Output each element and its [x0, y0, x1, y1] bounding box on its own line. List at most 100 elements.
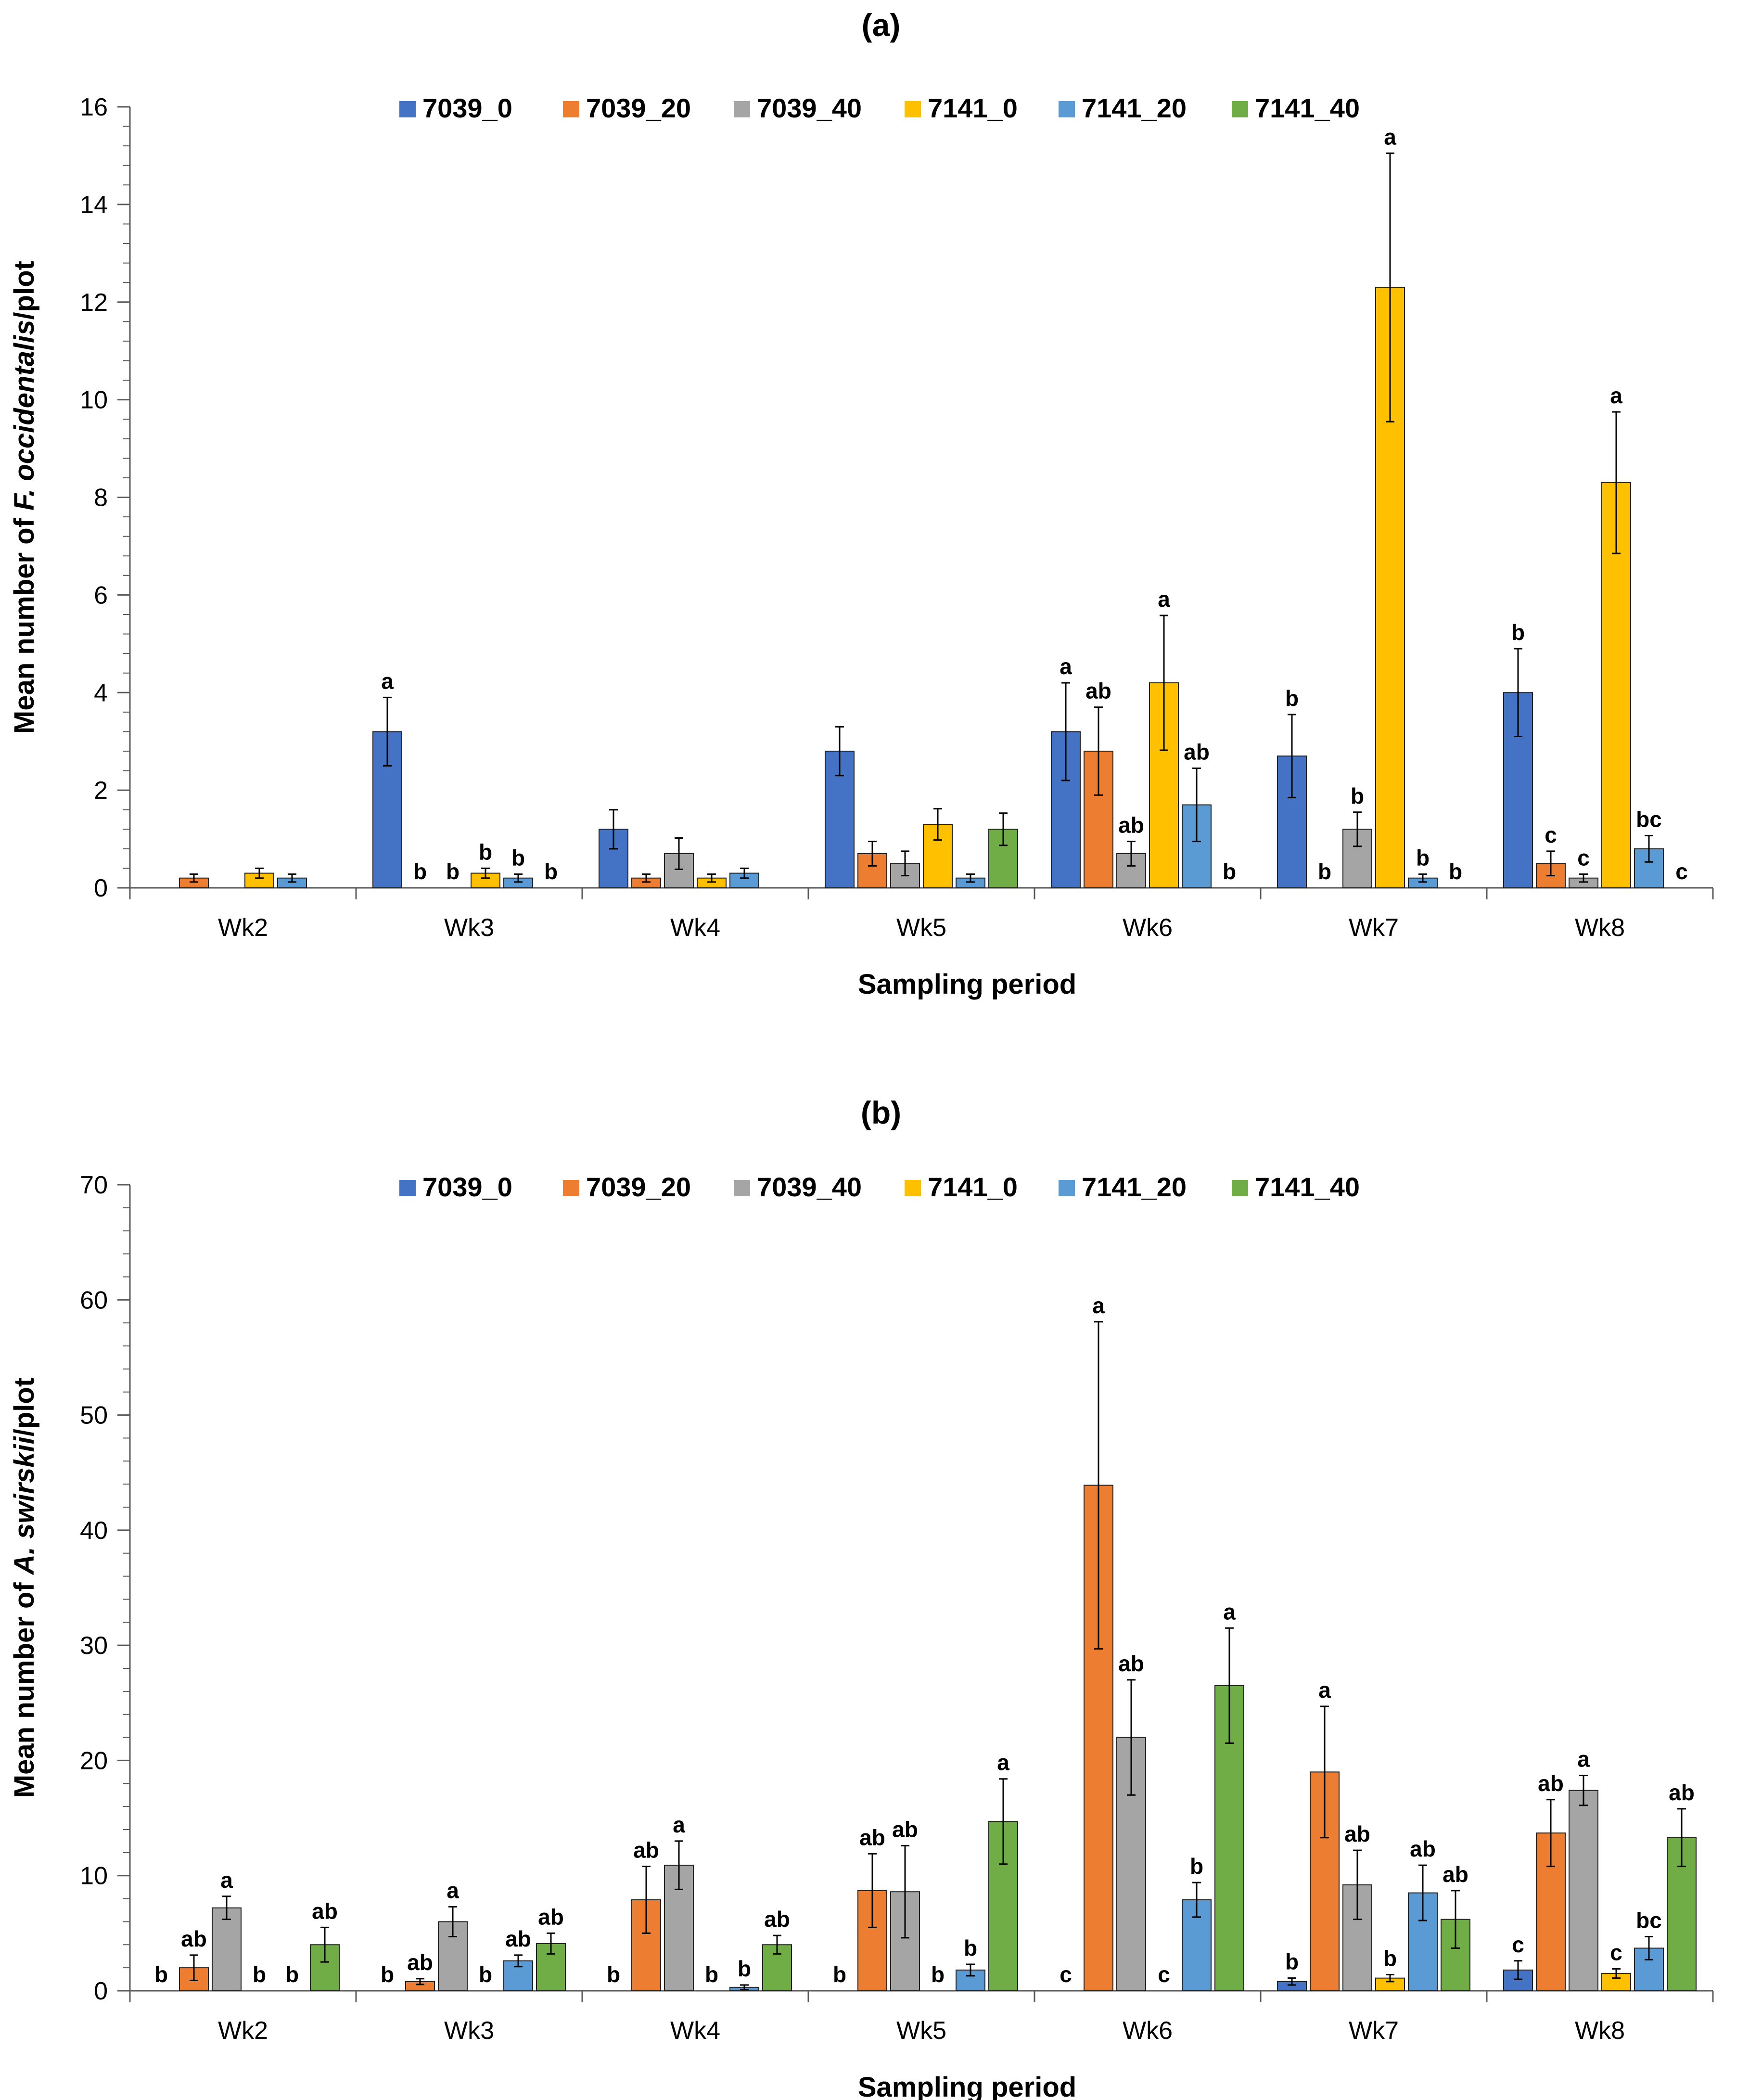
y-tick-label: 20: [80, 1747, 108, 1775]
significance-letter: a: [381, 668, 394, 693]
significance-letter: a: [1384, 124, 1396, 149]
legend-swatch: [399, 101, 416, 117]
bar: [1569, 1790, 1598, 1991]
legend-label: 7141_40: [1255, 93, 1360, 123]
y-tick-label: 14: [80, 191, 108, 219]
significance-letter: a: [1092, 1293, 1105, 1318]
y-tick-label: 6: [94, 581, 108, 609]
significance-letter: ab: [181, 1926, 207, 1951]
x-category-label: Wk6: [1123, 2017, 1173, 2045]
legend-swatch: [399, 1180, 416, 1196]
y-tick-label: 60: [80, 1286, 108, 1314]
chart-title: (b): [861, 1095, 901, 1130]
legend-swatch: [1059, 1180, 1075, 1196]
significance-letter: b: [705, 1962, 718, 1987]
significance-letter: a: [1610, 383, 1622, 408]
significance-letter: a: [447, 1878, 459, 1903]
y-axis-title-suffix: /plot: [9, 261, 40, 320]
significance-letter: b: [1223, 859, 1236, 884]
significance-letter: b: [1190, 1854, 1203, 1879]
y-tick-label: 10: [80, 386, 108, 414]
legend-swatch: [734, 1180, 750, 1196]
y-tick-label: 16: [80, 93, 108, 121]
x-axis-title: Sampling period: [858, 969, 1076, 1000]
significance-letter: ab: [1410, 1836, 1436, 1861]
legend-label: 7039_20: [586, 1172, 691, 1202]
legend-label: 7039_40: [757, 93, 862, 123]
y-axis-title-species: A. swirskii: [9, 1435, 40, 1575]
y-tick-label: 70: [80, 1171, 108, 1199]
significance-letter: b: [381, 1962, 394, 1987]
significance-letter: ab: [1669, 1780, 1695, 1805]
legend-label: 7141_0: [928, 93, 1018, 123]
x-category-label: Wk8: [1575, 914, 1625, 942]
y-tick-label: 30: [80, 1632, 108, 1660]
significance-letter: b: [1318, 859, 1331, 884]
y-tick-label: 0: [94, 1977, 108, 2005]
significance-letter: ab: [538, 1904, 564, 1929]
significance-letter: b: [738, 1956, 751, 1981]
significance-letter: b: [833, 1962, 846, 1987]
significance-letter: bc: [1636, 1908, 1662, 1933]
significance-letter: ab: [407, 1950, 433, 1975]
legend-label: 7141_40: [1255, 1172, 1360, 1202]
significance-letter: ab: [1538, 1771, 1564, 1796]
significance-letter: a: [220, 1868, 233, 1893]
legend: 7039_0 7039_20 7039_40 7141_0 7141_20 7141_40: [399, 1172, 1360, 1202]
significance-letter: ab: [1443, 1862, 1468, 1887]
significance-letter: b: [1383, 1946, 1397, 1971]
legend-label: 7141_0: [928, 1172, 1018, 1202]
bar: [212, 1907, 242, 1992]
legend-label: 7141_20: [1082, 93, 1187, 123]
legend-label: 7039_20: [586, 93, 691, 123]
significance-letter: a: [1318, 1677, 1331, 1703]
significance-letter: b: [1416, 845, 1430, 871]
bar: [825, 750, 855, 888]
x-category-label: Wk4: [670, 914, 720, 942]
x-category-label: Wk4: [670, 2017, 720, 2045]
significance-letter: ab: [1118, 1651, 1144, 1676]
legend-label: 7039_40: [757, 1172, 862, 1202]
y-tick-label: 8: [94, 484, 108, 512]
significance-letter: b: [413, 859, 427, 884]
y-axis-title: Mean number of F. occidentalis/plot: [9, 261, 40, 734]
significance-letter: b: [607, 1962, 620, 1987]
significance-letter: ab: [1344, 1821, 1370, 1846]
x-category-label: Wk8: [1575, 2017, 1625, 2045]
x-category-label: Wk2: [218, 914, 268, 942]
significance-letter: ab: [312, 1898, 338, 1923]
significance-letter: ab: [1184, 739, 1210, 764]
y-tick-label: 40: [80, 1517, 108, 1545]
legend-swatch: [563, 1180, 579, 1196]
significance-letter: ab: [764, 1907, 790, 1932]
y-tick-label: 12: [80, 289, 108, 317]
significance-letter: b: [1285, 1949, 1299, 1974]
y-axis-title-suffix: /plot: [9, 1378, 40, 1436]
y-axis-title-prefix: Mean number of: [9, 1575, 40, 1798]
significance-letter: ab: [633, 1838, 659, 1863]
significance-letter: b: [1285, 686, 1299, 711]
legend: 7039_0 7039_20 7039_40 7141_0 7141_20 7141_40: [399, 93, 1360, 123]
significance-letter: a: [1577, 1747, 1590, 1772]
significance-letter: a: [997, 1750, 1009, 1775]
x-category-label: Wk7: [1349, 914, 1399, 942]
significance-letter: b: [154, 1962, 168, 1987]
y-tick-label: 2: [94, 777, 108, 805]
y-tick-label: 4: [94, 679, 108, 707]
legend-label: 7039_0: [422, 93, 512, 123]
legend-swatch: [1232, 101, 1248, 117]
significance-letter: b: [544, 859, 558, 884]
y-tick-label: 10: [80, 1862, 108, 1890]
significance-letter: c: [1675, 859, 1688, 884]
significance-letter: ab: [859, 1825, 885, 1850]
significance-letter: c: [1060, 1962, 1072, 1987]
significance-letter: b: [479, 839, 492, 864]
x-category-label: Wk5: [896, 914, 946, 942]
x-axis-title: Sampling period: [858, 2072, 1076, 2100]
significance-letter: b: [285, 1962, 299, 1987]
significance-letter: c: [1577, 845, 1590, 871]
y-tick-label: 50: [80, 1402, 108, 1430]
x-category-label: Wk5: [896, 2017, 946, 2045]
significance-letter: ab: [1085, 679, 1111, 704]
